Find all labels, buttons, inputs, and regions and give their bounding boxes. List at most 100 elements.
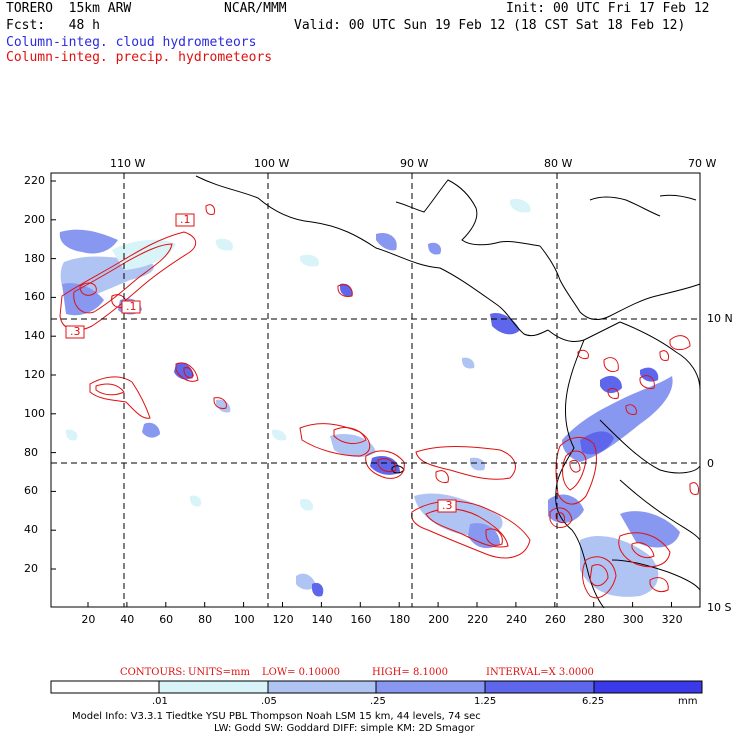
contour-eq-5 [415, 446, 516, 480]
contour-peru-5 [649, 577, 669, 593]
contour-label: .1 [180, 213, 191, 226]
contour-w-5 [213, 397, 227, 409]
y-axis-label: 20 [24, 562, 38, 575]
x-axis-label: 260 [544, 613, 566, 626]
x-axis-label: 100 [233, 613, 255, 626]
contour-nw-2 [73, 243, 173, 314]
cuba [589, 196, 661, 217]
contour-s-3 [485, 528, 503, 546]
contours-low: LOW= 0.10000 [262, 667, 341, 678]
contour-eq-2 [333, 427, 367, 444]
y-axis-label: 220 [24, 174, 45, 187]
cloud-shading [59, 198, 680, 597]
valid-time: Valid: 00 UTC Sun 19 Feb 12 (18 CST Sat … [294, 18, 686, 33]
y-axis-label: 160 [24, 290, 45, 304]
contour-n-1 [337, 284, 353, 297]
legend-cloud: Column-integ. cloud hydrometeors [6, 35, 257, 50]
contour-eq-1 [299, 423, 371, 457]
x-axis-label: 40 [120, 613, 135, 626]
colorbar-tick: .25 [370, 696, 386, 707]
colorbar-segment [593, 680, 703, 694]
x-axis-label: 280 [583, 613, 605, 626]
contour-andes-1 [603, 357, 619, 373]
forecast-hour: Fcst: 48 h [6, 18, 100, 33]
x-axis-label: 140 [311, 613, 333, 626]
x-axis-label: 180 [389, 613, 411, 626]
coast-colombia-ecuador [555, 339, 605, 609]
border-inland-3 [611, 559, 701, 591]
colorbar [50, 680, 703, 694]
contour-label: .1 [126, 300, 137, 313]
x-axis-label: 220 [467, 613, 489, 626]
cloud-patch-east-pacific [462, 357, 475, 369]
lon-label: 110 W [110, 157, 146, 170]
contour-w-3 [175, 362, 199, 382]
y-axis-label: 40 [24, 523, 38, 537]
colorbar-segment [158, 680, 269, 694]
cloud-patch-equatorial [330, 433, 376, 458]
contour-ec-1 [549, 507, 573, 528]
colorbar-tick: 1.25 [474, 696, 497, 707]
colorbar-tick: .01 [152, 696, 168, 707]
colorbar-segment [267, 680, 377, 694]
contour-andes-3 [625, 404, 637, 415]
contour-andes-6 [659, 350, 669, 361]
cloud-patch-venezuela [640, 367, 659, 382]
coast-yucatan [395, 179, 541, 247]
map-frame [50, 172, 701, 608]
cloud-patch-peru-2 [620, 511, 680, 548]
cloud-patch-northwest-4 [112, 239, 176, 270]
contour-w-1 [89, 376, 151, 419]
contour-eq-4 [377, 458, 397, 473]
model-title: TORERO 15km ARW [6, 1, 132, 16]
y-axis-label: 200 [24, 212, 45, 226]
contour-label: .3 [442, 499, 453, 512]
contour-peru-2 [589, 564, 609, 587]
contour-small-1 [205, 204, 215, 215]
precip-contours [59, 204, 699, 599]
cloud-patch-costa-rica [490, 312, 520, 335]
contour-col-3 [569, 459, 581, 473]
y-axis-label: 60 [24, 484, 38, 498]
y-axis-label: 120 [24, 368, 45, 381]
axis-ticks [51, 180, 672, 607]
contours-label: CONTOURS: [120, 667, 186, 678]
x-axis-label: 20 [81, 613, 96, 626]
coast-andes-east [619, 321, 701, 391]
cloud-patch-north-pacific-2 [216, 238, 233, 251]
cloud-patch-east-pacific-2 [470, 457, 486, 471]
cloud-patch-north-pacific-3 [510, 198, 531, 213]
cloud-patch-peru [580, 535, 659, 597]
coast-panama [547, 321, 621, 343]
cloud-patch-central-2 [142, 422, 160, 438]
colorbar-segment [50, 680, 160, 694]
contours-high: HIGH= 8.1000 [372, 667, 448, 678]
contour-peru-4 [631, 542, 655, 559]
model-info-line2: LW: Godd SW: Goddard DIFF: simple KM: 2D… [214, 723, 475, 734]
legend-precip: Column-integ. precip. hydrometeors [6, 50, 273, 65]
lon-label: 80 W [544, 157, 573, 170]
colorbar-segment [484, 680, 595, 694]
contours-interval: INTERVAL=X 3.0000 [486, 667, 594, 678]
contour-peru-3 [618, 532, 671, 568]
x-axis-label: 160 [350, 613, 372, 626]
contour-pan-1 [577, 349, 589, 359]
colorbar-tick: 6.25 [582, 696, 605, 707]
init-time: Init: 00 UTC Fri 17 Feb 12 [506, 1, 710, 16]
contour-andes-5 [669, 335, 691, 351]
model-info: Model Info: V3.3.1 Tiedtke YSU PBL Thomp… [72, 711, 481, 722]
cloud-patch-central-america-2 [428, 242, 442, 255]
cloud-patch-central-america [376, 232, 397, 251]
contour-nw-3 [79, 282, 97, 296]
contour-w-2 [95, 383, 125, 396]
contour-andes-4 [639, 375, 655, 389]
cloud-patch-small-1 [190, 495, 202, 507]
cloud-patch-small-2 [300, 498, 314, 511]
contour-eq-3 [365, 450, 405, 479]
lon-label: 90 W [400, 157, 429, 170]
coast-caribbean [539, 245, 701, 320]
graticule [51, 173, 700, 607]
cloud-patch-northwest-3 [62, 283, 104, 316]
cloud-patch-andes [600, 375, 622, 394]
contour-col-2 [562, 450, 587, 491]
